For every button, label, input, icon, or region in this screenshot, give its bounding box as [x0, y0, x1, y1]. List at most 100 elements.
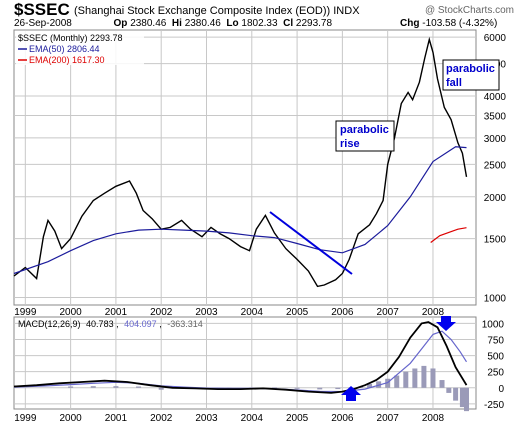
change-value: -103.58 (-4.32%)	[422, 18, 498, 29]
macd-y-axis: -250 0 250 500 750 1000	[482, 319, 505, 410]
histogram-bar	[412, 368, 418, 388]
rise-trendline	[269, 211, 353, 275]
histogram-bar	[430, 368, 436, 388]
macd-separator-2: ,	[159, 319, 162, 329]
histogram-bar	[459, 387, 465, 408]
y-tick-label: 0	[498, 384, 504, 395]
index-name: (Shanghai Stock Exchange Composite Index…	[74, 5, 360, 17]
x-tick-label: 2005	[286, 413, 309, 424]
y-tick-label: 6000	[484, 33, 507, 44]
x-tick-label: 2007	[377, 413, 400, 424]
histogram-bar	[403, 371, 409, 388]
rise-callout-line2: rise	[340, 138, 360, 150]
histogram-bar	[335, 387, 341, 390]
x-tick-label: 2008	[422, 413, 445, 424]
macd-value: 40.783	[86, 319, 114, 329]
histogram-bar	[271, 387, 277, 389]
exchange-label: INDX	[333, 5, 360, 17]
x-tick-label: 2003	[195, 413, 218, 424]
change-readout: Chg -103.58 (-4.32%)	[400, 18, 497, 29]
x-tick-label: 2008	[422, 307, 445, 318]
change-label: Chg	[400, 18, 420, 29]
histogram-bar	[136, 386, 142, 388]
fall-callout-line2: fall	[446, 77, 462, 89]
open-value: 2380.46	[130, 18, 167, 29]
low-label: Lo	[226, 18, 239, 29]
stockcharts-watermark: @ StockCharts.com	[424, 5, 514, 16]
legend-box	[16, 31, 144, 65]
macd-panel	[13, 316, 477, 410]
legend-ema200: EMA(200) 1617.30	[29, 55, 105, 65]
x-tick-label: 2002	[150, 307, 173, 318]
x-tick-label: 2007	[377, 307, 400, 318]
price-legend: $SSEC (Monthly) 2293.78 EMA(50) 2806.44 …	[16, 31, 144, 65]
y-tick-label: 500	[487, 352, 504, 363]
histogram-bar	[421, 365, 427, 388]
x-tick-label: 1999	[14, 307, 37, 318]
x-tick-label: 2004	[241, 413, 264, 424]
y-tick-label: 3500	[484, 111, 507, 122]
x-tick-label: 2000	[59, 413, 82, 424]
histogram-bar	[446, 387, 452, 393]
arrow-down-icon	[436, 316, 456, 331]
x-tick-label: 2006	[331, 307, 354, 318]
rise-callout-line1: parabolic	[340, 124, 389, 136]
fall-callout-line1: parabolic	[446, 63, 495, 75]
histogram-bar	[68, 386, 74, 388]
y-tick-label: 1000	[482, 319, 505, 330]
chart-title: $SSEC	[14, 0, 70, 19]
arrow-up-icon	[341, 386, 361, 401]
macd-hist-value: -363.314	[167, 319, 203, 329]
histogram-bar	[394, 375, 400, 388]
macd-x-axis: 1999 2000 2001 2002 2003 2004 2005 2006 2007 2008	[14, 413, 444, 424]
macd-header: MACD(12,26,9) 40.783 , 404.097 , -363.31…	[18, 319, 203, 329]
macd-signal-value: 404.097	[124, 319, 157, 329]
histogram-bar	[90, 386, 96, 388]
series-line-EMA(50)	[13, 146, 467, 275]
low-value: 1802.33	[241, 18, 278, 29]
histogram-bar	[367, 383, 373, 388]
histogram-bar	[376, 381, 382, 388]
y-tick-label: 3000	[484, 134, 507, 145]
y-tick-label: -250	[484, 400, 504, 411]
series-line-MACD	[13, 321, 468, 394]
x-tick-label: 2005	[286, 307, 309, 318]
y-tick-label: 2500	[484, 160, 507, 171]
y-tick-label: 2000	[484, 193, 507, 204]
ohlc-readout: 26-Sep-2008 Op 2380.46 Hi 2380.46 Lo 180…	[14, 18, 332, 29]
annotation-rise: parabolic rise	[269, 120, 395, 275]
histogram-bar	[294, 387, 300, 389]
y-tick-label: 4000	[484, 92, 507, 103]
high-label: Hi	[171, 18, 182, 29]
x-tick-label: 2002	[150, 413, 173, 424]
high-value: 2380.46	[184, 18, 221, 29]
x-tick-label: 2006	[331, 413, 354, 424]
legend-ema50: EMA(50) 2806.44	[29, 44, 100, 54]
price-series	[13, 36, 468, 288]
y-tick-label: 1500	[484, 235, 507, 246]
series-line-$SSEC (Monthly)	[13, 36, 468, 288]
macd-separator-1: ,	[116, 319, 119, 329]
x-tick-label: 2004	[241, 307, 264, 318]
series-line-EMA(200)	[430, 227, 467, 243]
histogram-bar	[453, 387, 459, 401]
macd-legend: MACD(12,26,9) 40.783 , 404.097 , -363.31…	[18, 319, 203, 329]
x-tick-label: 1999	[14, 413, 37, 424]
histogram-bar	[113, 386, 119, 388]
y-tick-label: 1000	[484, 294, 507, 305]
histogram-bar	[158, 387, 164, 390]
x-tick-label: 2003	[195, 307, 218, 318]
y-tick-label: 250	[487, 368, 504, 379]
macd-label: MACD(12,26,9)	[18, 319, 81, 329]
x-tick-label: 2001	[105, 307, 128, 318]
x-tick-label: 2001	[105, 413, 128, 424]
histogram-bar	[439, 380, 445, 388]
y-tick-label: 750	[487, 336, 504, 347]
macd-series	[13, 321, 469, 412]
close-value: 2293.78	[295, 18, 333, 29]
histogram-bar	[385, 378, 391, 388]
rise-callout-box	[335, 120, 395, 152]
open-label: Op	[113, 18, 128, 29]
fall-callout-box	[442, 59, 500, 91]
